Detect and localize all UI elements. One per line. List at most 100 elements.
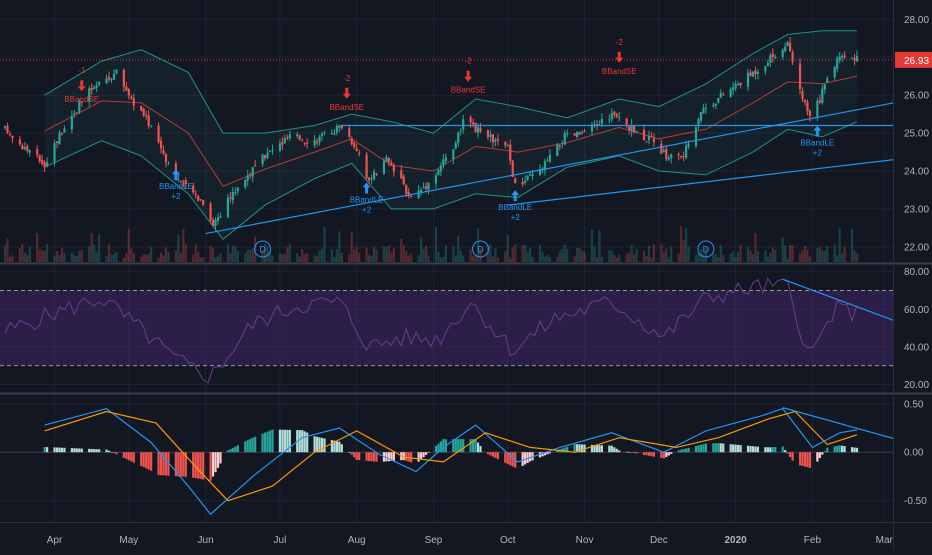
volume-bar	[791, 245, 794, 262]
macd-trendline[interactable]	[782, 407, 895, 440]
histogram-bar	[578, 444, 581, 453]
volume-bar	[476, 228, 480, 262]
volume-bar	[335, 249, 338, 262]
volume-bar	[174, 250, 177, 262]
histogram-bar	[110, 451, 113, 453]
histogram-bar	[335, 441, 338, 453]
volume-bar	[803, 245, 807, 262]
candle-body	[836, 58, 839, 69]
volume-bar	[486, 244, 490, 262]
histogram-bar	[407, 452, 410, 462]
histogram-bar	[838, 445, 841, 453]
sell-arrow-icon	[77, 80, 86, 92]
candle-body	[162, 150, 165, 154]
price-panel[interactable]: -1BBandSEBBandLE+2-2BBandSEBBandLE+2-2BB…	[0, 30, 895, 262]
volume-bar	[164, 247, 168, 262]
candle-body	[662, 150, 665, 153]
volume-bar	[333, 257, 336, 262]
histogram-bar	[543, 452, 547, 456]
volume-bar	[556, 257, 559, 262]
candle-body	[209, 203, 212, 221]
volume-bar	[452, 246, 455, 262]
volume-bar	[462, 255, 465, 262]
volume-bar	[3, 245, 7, 262]
histogram-bar	[70, 448, 73, 453]
histogram-bar	[739, 445, 742, 453]
candle-body	[531, 174, 534, 177]
trendline[interactable]	[507, 159, 895, 206]
histogram-bar	[749, 445, 752, 453]
volume-bar	[784, 245, 787, 262]
volume-bar	[367, 254, 371, 262]
candle-body	[338, 125, 341, 128]
dividend-circle-icon	[697, 240, 715, 258]
volume-bar	[147, 254, 150, 262]
candle-body	[355, 148, 358, 152]
candle-body	[685, 145, 688, 158]
candle-body	[452, 149, 455, 160]
volume-bar	[662, 251, 665, 262]
candle-body	[353, 142, 356, 148]
histogram-bar	[459, 439, 462, 453]
candle-body	[504, 141, 507, 146]
volume-bar	[454, 255, 457, 262]
volume-bar	[439, 257, 443, 262]
histogram-bar	[853, 447, 856, 453]
bband-signal-sell: -2 BBandSE	[602, 38, 637, 76]
rsi-trendline[interactable]	[782, 278, 895, 322]
histogram-bar	[150, 452, 153, 471]
candle-body	[306, 142, 309, 144]
candle-body	[598, 124, 601, 126]
candle-body	[632, 126, 636, 132]
candle-body	[387, 157, 390, 163]
candle-body	[422, 187, 425, 189]
volume-bar	[167, 251, 170, 262]
dividend-marker[interactable]: D	[472, 240, 490, 258]
volume-bar	[717, 257, 720, 262]
macd-panel[interactable]	[0, 407, 895, 516]
time-scale[interactable]: Apr May Jun Jul Aug Sep Oct Nov Dec 2020 Feb Mar	[47, 535, 894, 546]
volume-bar	[75, 256, 78, 262]
volume-bar	[563, 244, 566, 262]
volume-bar	[766, 256, 769, 262]
volume-bar	[38, 249, 41, 262]
histogram-bar	[625, 451, 628, 453]
trendline[interactable]	[205, 102, 895, 235]
histogram-bar	[437, 443, 440, 453]
volume-bar	[355, 247, 358, 262]
volume-bar	[853, 250, 856, 262]
histogram-bar	[127, 452, 130, 461]
candle-body	[313, 139, 316, 146]
histogram-bar	[350, 452, 353, 455]
dividend-marker[interactable]: D	[254, 240, 272, 258]
candle-body	[843, 55, 846, 57]
signal-qty-label: +2	[171, 192, 181, 201]
y-axis-tick-label: 23.00	[904, 204, 929, 215]
histogram-bar	[786, 452, 789, 454]
candle-body	[479, 128, 482, 132]
candle-body	[821, 88, 824, 103]
volume-bar	[670, 247, 673, 262]
candle-body	[407, 191, 410, 197]
last-price-tag[interactable]: 26.93	[895, 51, 932, 68]
histogram-bar	[843, 446, 846, 453]
price-trendlines[interactable]	[205, 102, 895, 235]
dividend-marker[interactable]: D	[697, 240, 715, 258]
candle-body	[781, 49, 784, 58]
volume-bar	[712, 253, 715, 262]
dividend-label: D	[259, 245, 266, 255]
rsi-panel[interactable]	[0, 277, 895, 384]
x-axis-tick-label: Apr	[47, 535, 63, 546]
volume-bar	[271, 255, 274, 262]
price-scale[interactable]: 28.0027.0026.0025.0024.0023.0022.0080.00…	[895, 15, 932, 507]
histogram-bar	[618, 450, 621, 453]
histogram-bar	[234, 446, 237, 453]
histogram-bar	[680, 449, 683, 453]
volume-bar	[647, 245, 651, 262]
y-axis-tick-label: 0.00	[904, 448, 924, 459]
candle-body	[595, 124, 599, 126]
